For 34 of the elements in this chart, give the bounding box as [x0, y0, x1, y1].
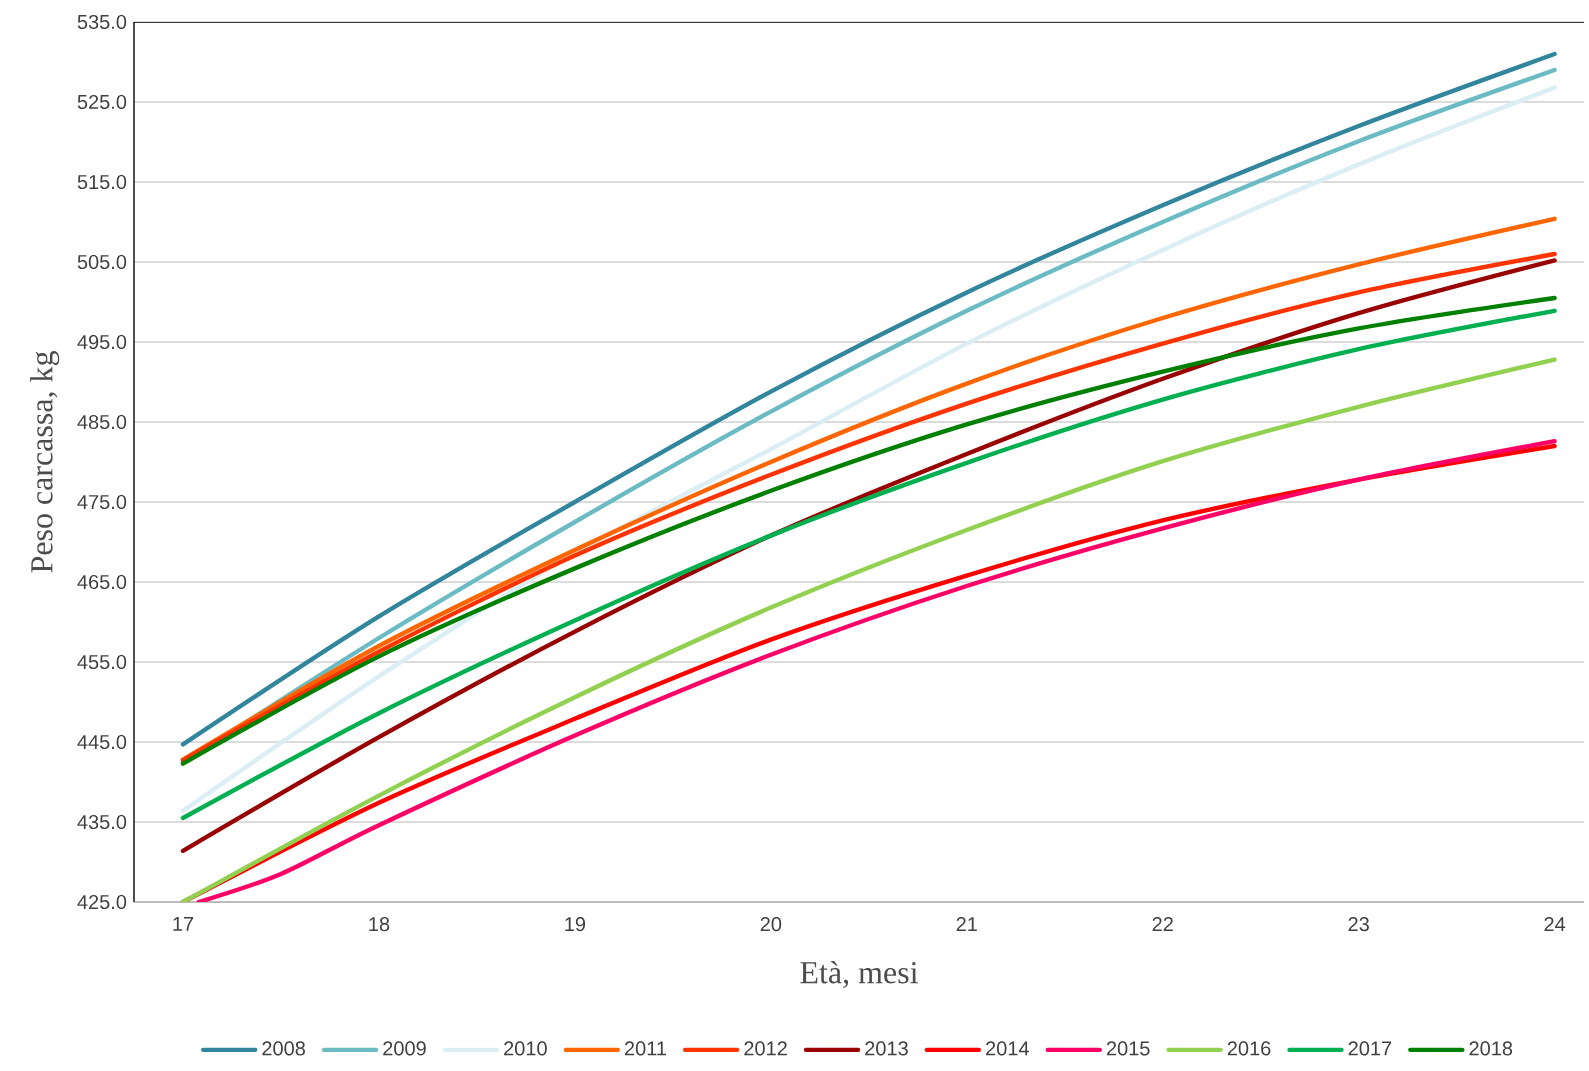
y-tick-label: 465.0 — [77, 574, 127, 590]
y-tick-label: 435.0 — [77, 814, 127, 830]
x-tick-label: 20 — [760, 917, 782, 932]
legend-label: 2015 — [1106, 1041, 1150, 1056]
legend-label: 2008 — [262, 1041, 305, 1056]
y-tick-label: 525.0 — [77, 94, 127, 110]
x-tick-label: 24 — [1544, 917, 1566, 931]
y-tick-label: 455.0 — [77, 654, 127, 670]
legend-label: 2017 — [1348, 1041, 1392, 1056]
y-tick-label: 425.0 — [77, 894, 127, 910]
x-tick-label: 18 — [369, 917, 390, 932]
y-tick-label: 515.0 — [77, 174, 127, 190]
legend-label: 2012 — [744, 1041, 787, 1056]
line-series — [180, 357, 1557, 902]
legend-label: 2013 — [865, 1041, 908, 1056]
x-tick-label: 23 — [1348, 917, 1369, 932]
y-tick-label: 485.0 — [77, 414, 127, 430]
x-axis-title: Età, mesi — [800, 960, 918, 989]
y-tick-label: 445.0 — [77, 734, 127, 750]
y-tick-label: 495.0 — [77, 334, 127, 350]
legend-label: 2014 — [986, 1041, 1029, 1056]
y-axis-title: Peso carcassa, kg — [30, 351, 60, 573]
x-tick-label: 21 — [956, 917, 977, 931]
y-tick-label: 505.0 — [77, 254, 127, 270]
legend-label: 2016 — [1227, 1041, 1271, 1056]
legend-label: 2009 — [383, 1041, 426, 1056]
x-tick-label: 22 — [1152, 917, 1173, 931]
x-tick-label: 17 — [173, 917, 194, 931]
y-tick-label: 535.0 — [77, 14, 127, 30]
legend-label: 2011 — [624, 1041, 666, 1056]
legend-label: 2010 — [504, 1041, 547, 1056]
x-tick-label: 19 — [565, 917, 586, 932]
legend-label: 2018 — [1469, 1041, 1513, 1056]
y-tick-label: 475.0 — [77, 494, 127, 510]
